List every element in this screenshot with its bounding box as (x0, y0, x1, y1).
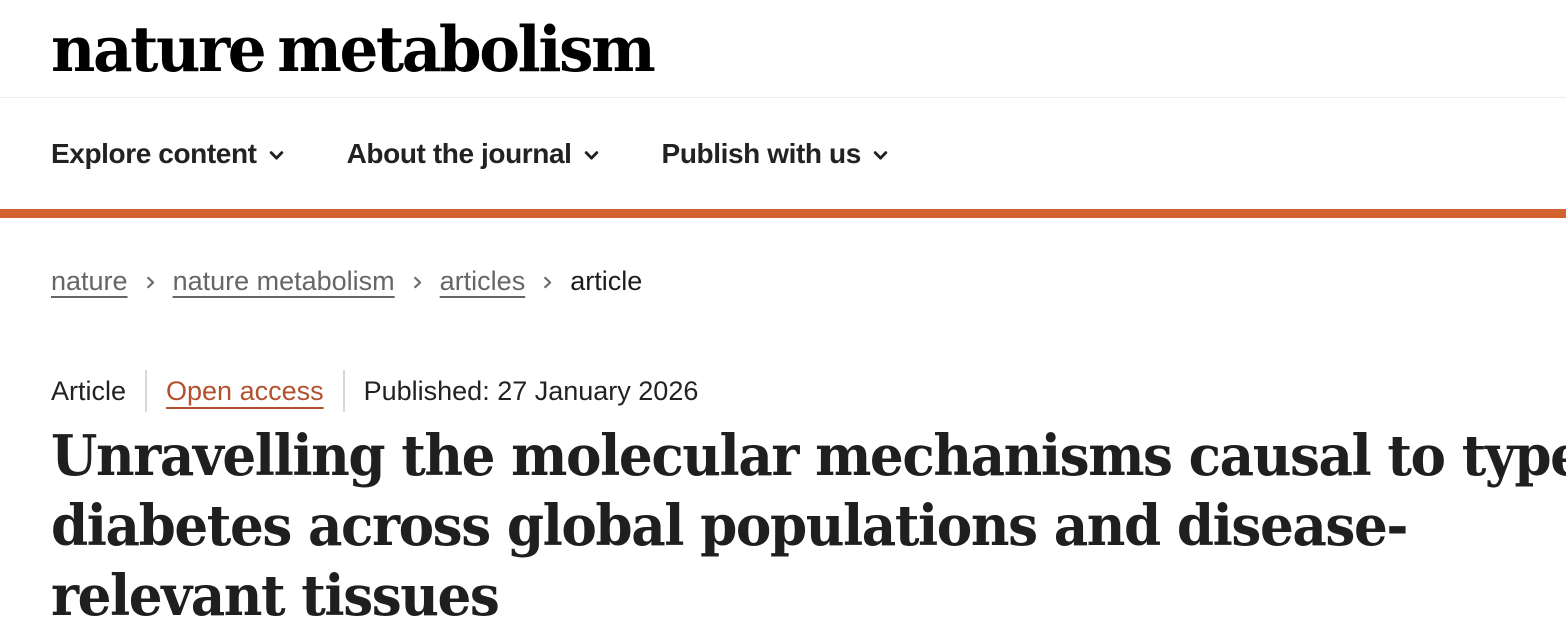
chevron-right-icon (143, 275, 158, 290)
article-type-label: Article (51, 375, 127, 406)
breadcrumb-current-article: article (570, 266, 643, 296)
primary-nav: Explore content About the journal Publis… (0, 98, 1566, 209)
breadcrumb-link-nature[interactable]: nature (51, 266, 128, 296)
nav-about-journal[interactable]: About the journal (347, 138, 600, 170)
article-title-line-3: relevant tissues (51, 563, 500, 629)
article-title: Unravelling the molecular mechanisms cau… (51, 421, 1566, 631)
open-access-link[interactable]: Open access (166, 375, 324, 406)
published-date: Published: 27 January 2026 (363, 375, 699, 406)
logo-band: nature metabolism (0, 0, 1566, 98)
meta-divider (342, 370, 345, 412)
article-meta-row: Article Open access Published: 27 Januar… (51, 370, 1566, 412)
nav-explore-content[interactable]: Explore content (51, 138, 285, 170)
article-title-line-1: Unravelling the molecular mechanisms cau… (51, 423, 1566, 489)
breadcrumb-link-articles[interactable]: articles (439, 266, 526, 296)
nav-explore-content-label: Explore content (51, 137, 257, 169)
article-title-line-2: diabetes across global populations and d… (51, 493, 1408, 559)
nav-about-journal-label: About the journal (346, 137, 572, 169)
chevron-right-icon (540, 275, 555, 290)
article-header-section: nature nature metabolism articles articl… (0, 266, 1566, 631)
breadcrumb: nature nature metabolism articles articl… (51, 266, 1566, 297)
chevron-right-icon (410, 275, 425, 290)
chevron-down-icon (872, 147, 889, 164)
accent-bar (0, 209, 1566, 218)
site-header: nature metabolism Explore content About … (0, 0, 1566, 218)
breadcrumb-link-nature-metabolism[interactable]: nature metabolism (172, 266, 395, 296)
chevron-down-icon (583, 147, 600, 164)
meta-divider (145, 370, 148, 412)
chevron-down-icon (268, 147, 285, 164)
journal-logo[interactable]: nature metabolism (51, 11, 656, 86)
nav-publish-with-us-label: Publish with us (661, 137, 862, 169)
nav-publish-with-us[interactable]: Publish with us (662, 138, 889, 170)
